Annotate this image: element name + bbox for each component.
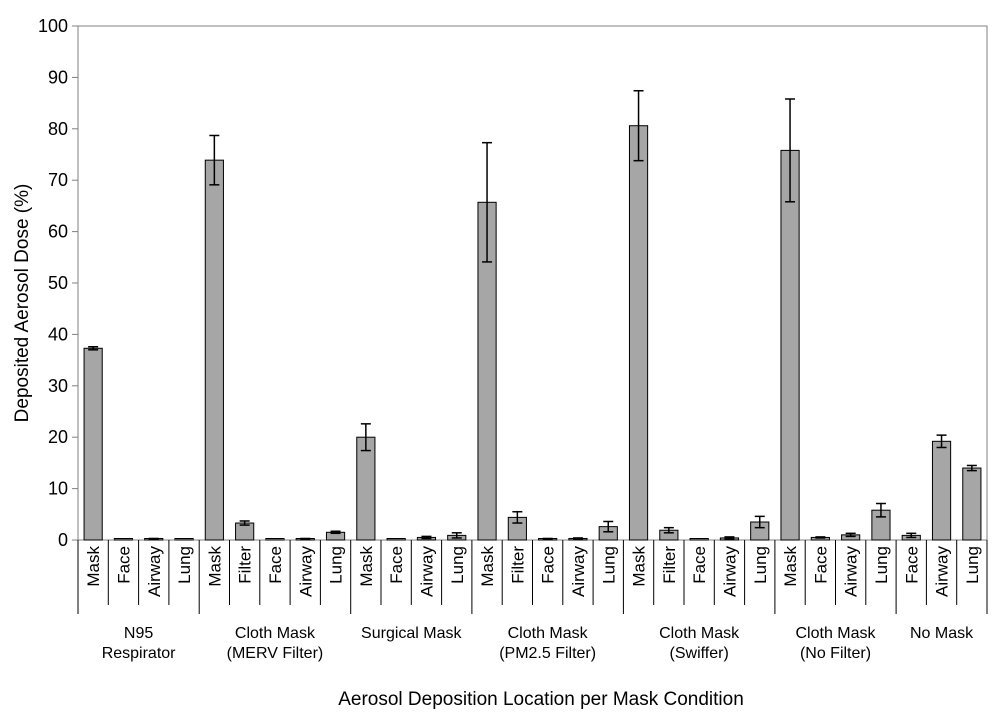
x-axis-title: Aerosol Deposition Location per Mask Con… bbox=[338, 689, 744, 710]
category-label: Face bbox=[902, 546, 921, 584]
y-tick-label: 40 bbox=[48, 324, 68, 344]
category-label: Filter bbox=[236, 546, 255, 584]
category-label: Airway bbox=[720, 546, 739, 598]
category-label: Airway bbox=[296, 546, 315, 598]
group-label: (Swiffer) bbox=[670, 645, 729, 662]
group-label: Surgical Mask bbox=[361, 625, 462, 642]
category-label: Mask bbox=[630, 546, 649, 587]
x-axis: Mask Face Airway Lung N95 Respirator Mask Filte… bbox=[77, 540, 988, 662]
category-label: Lung bbox=[599, 546, 618, 584]
category-label: Airway bbox=[842, 546, 861, 598]
y-tick-label: 0 bbox=[58, 530, 68, 550]
group-label: (No Filter) bbox=[800, 645, 871, 662]
y-tick-label: 20 bbox=[48, 427, 68, 447]
bar bbox=[174, 538, 194, 541]
category-label: Lung bbox=[872, 546, 891, 584]
group-label: Cloth Mask bbox=[508, 625, 589, 642]
category-label: Lung bbox=[751, 546, 770, 584]
y-tick-label: 100 bbox=[38, 16, 68, 36]
category-label: Airway bbox=[417, 546, 436, 598]
group-label: Cloth Mask bbox=[659, 625, 740, 642]
bar bbox=[83, 347, 103, 541]
category-label: Mask bbox=[478, 546, 497, 587]
group-label: Cloth Mask bbox=[795, 625, 876, 642]
category-label: Filter bbox=[508, 546, 527, 584]
bar bbox=[931, 440, 952, 541]
category-label: Face bbox=[387, 546, 406, 584]
bar bbox=[689, 538, 709, 541]
y-tick-label: 10 bbox=[48, 479, 68, 499]
bar bbox=[113, 538, 134, 541]
y-tick-label: 50 bbox=[48, 273, 68, 293]
bars bbox=[83, 90, 982, 541]
category-label: Mask bbox=[84, 546, 103, 587]
bar bbox=[265, 538, 285, 541]
category-label: Lung bbox=[327, 546, 346, 584]
category-label: Airway bbox=[933, 546, 952, 598]
y-tick-label: 90 bbox=[48, 67, 68, 87]
bar bbox=[356, 436, 376, 541]
category-label: Mask bbox=[781, 546, 800, 587]
bar bbox=[628, 125, 649, 541]
y-axis: 0 10 20 30 40 50 60 70 80 90 100 bbox=[38, 16, 988, 550]
category-label: Face bbox=[114, 546, 133, 584]
group-label: N95 bbox=[124, 625, 153, 642]
category-label: Face bbox=[266, 546, 285, 584]
bar bbox=[780, 149, 800, 541]
bar bbox=[204, 159, 224, 541]
category-label: Airway bbox=[145, 546, 164, 598]
group-label: No Mask bbox=[910, 625, 974, 642]
category-label: Face bbox=[539, 546, 558, 584]
category-label: Lung bbox=[448, 546, 467, 584]
category-label: Lung bbox=[175, 546, 194, 584]
bar bbox=[962, 467, 982, 541]
category-label: Face bbox=[690, 546, 709, 584]
group-label: (PM2.5 Filter) bbox=[499, 645, 596, 662]
y-tick-label: 70 bbox=[48, 170, 68, 190]
category-label: Mask bbox=[205, 546, 224, 587]
y-tick-label: 80 bbox=[48, 119, 68, 139]
category-label: Face bbox=[811, 546, 830, 584]
group-label: Cloth Mask bbox=[235, 625, 316, 642]
category-label: Lung bbox=[963, 546, 982, 584]
y-axis-title: Deposited Aerosol Dose (%) bbox=[12, 184, 33, 423]
category-label: Filter bbox=[660, 546, 679, 584]
group-label: Respirator bbox=[102, 645, 176, 662]
y-tick-label: 30 bbox=[48, 376, 68, 396]
y-tick-label: 60 bbox=[48, 222, 68, 242]
bar bbox=[386, 538, 406, 541]
group-label: (MERV Filter) bbox=[227, 645, 324, 662]
category-label: Mask bbox=[357, 546, 376, 587]
category-label: Airway bbox=[569, 546, 588, 598]
